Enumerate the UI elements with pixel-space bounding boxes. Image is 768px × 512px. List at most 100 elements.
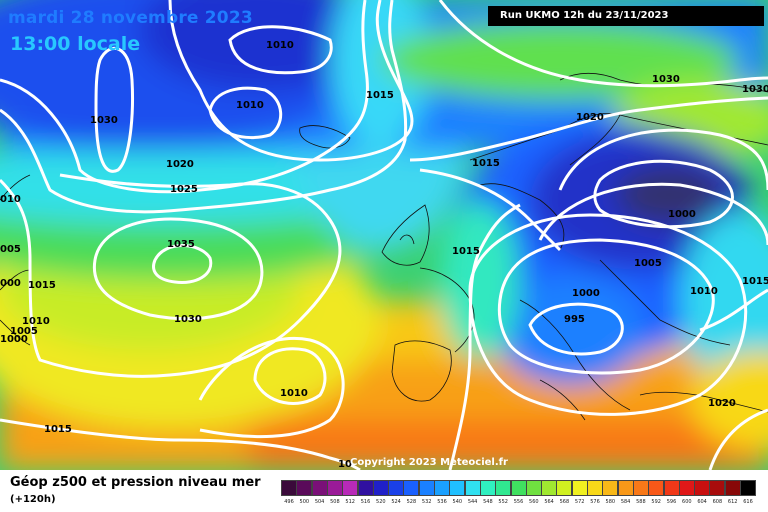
legend-swatch [418, 480, 435, 496]
legend-label: 608 [712, 499, 723, 505]
legend-swatch [388, 480, 405, 496]
legend-label: 588 [636, 499, 646, 505]
legend-label: 496 [284, 499, 294, 505]
isobar-label: 1035 [167, 239, 195, 250]
legend-swatch [740, 480, 756, 496]
legend-swatch [648, 480, 665, 496]
isobar-label: 1010 [22, 316, 50, 327]
legend-swatch [525, 480, 542, 496]
isobar-label: 1015 [28, 280, 56, 291]
isobar-label: 1030 [174, 314, 202, 325]
forecast-date: mardi 28 novembre 2023 [8, 8, 253, 28]
isobar-label: 1020 [708, 398, 736, 409]
isobar-label: 1010 [690, 286, 718, 297]
map-panel: 1010 1010 1030 1015 1020 1025 010 1035 0… [0, 0, 768, 470]
legend-label: 552 [498, 499, 508, 505]
isobar-label: 1010 [266, 40, 294, 51]
legend-swatch [678, 480, 695, 496]
isobar-label: 1015 [472, 158, 500, 169]
legend-swatch [724, 480, 741, 496]
legend-swatch [296, 480, 313, 496]
legend-label: 540 [452, 499, 463, 505]
map-caption: Géop z500 et pression niveau mer [10, 475, 261, 490]
legend-label: 508 [330, 499, 340, 505]
isobar-label: 1005 [634, 258, 662, 269]
legend-label: 504 [314, 499, 325, 505]
isobar-label: 1015 [452, 246, 480, 257]
isobar-label: 010 [0, 194, 21, 205]
isobar-label: 1010 [236, 100, 264, 111]
legend-label: 600 [682, 499, 692, 505]
isobar-label: 1020 [576, 112, 604, 123]
legend-swatch [663, 480, 680, 496]
legend-label: 512 [345, 499, 355, 505]
isobar-label: 1015 [366, 90, 394, 101]
legend-label: 520 [376, 499, 386, 505]
footer: Géop z500 et pression niveau mer (+120h)… [0, 470, 768, 512]
legend-swatch [571, 480, 588, 496]
forecast-time: 13:00 locale [10, 33, 141, 55]
run-info-box: Run UKMO 12h du 23/11/2023 [488, 6, 764, 26]
legend-swatch [326, 480, 343, 496]
isobar-label: 1025 [170, 184, 198, 195]
geopotential-map: 1010 1010 1030 1015 1020 1025 010 1035 0… [0, 0, 768, 470]
legend-label: 516 [360, 499, 371, 505]
legend-label: 612 [727, 499, 738, 505]
isobar-label: 1005 [10, 326, 38, 337]
isobar-label: 1020 [166, 159, 194, 170]
legend-swatch [342, 480, 359, 496]
isobar-label: 1015 [742, 276, 768, 287]
legend-label: 592 [651, 499, 661, 505]
legend-label: 500 [299, 499, 310, 505]
legend-swatch [449, 480, 466, 496]
legend-swatch [587, 480, 603, 496]
copyright-notice: Copyright 2023 Meteociel.fr [350, 457, 508, 468]
lead-time: (+120h) [10, 494, 56, 505]
legend-label: 528 [406, 499, 417, 505]
legend-label: 572 [574, 499, 585, 505]
isobar-label: 1010 [280, 388, 308, 399]
z500-color-field [0, 0, 768, 470]
legend-label: 560 [529, 499, 539, 505]
isobar-label: 10 [338, 459, 352, 470]
isobar-label: 1000 [668, 209, 696, 220]
legend-label: 524 [391, 499, 401, 505]
legend-label: 536 [437, 499, 447, 505]
legend-swatch [709, 480, 726, 496]
legend-swatch [617, 480, 634, 496]
isobar-label: 1030 [652, 74, 680, 85]
isobars [0, 0, 768, 470]
pressure-labels: 1010 1010 1030 1015 1020 1025 010 1035 0… [0, 40, 768, 470]
legend-label: 616 [743, 499, 753, 505]
legend-label: 556 [513, 499, 524, 505]
color-legend: 496 500 504 508 512 516 520 524 528 532 536 540 544 5… [281, 480, 756, 510]
legend-swatch [281, 480, 297, 496]
legend-swatch [372, 480, 389, 496]
legend-label: 584 [620, 499, 631, 505]
legend-swatch [495, 480, 512, 496]
legend-swatch [311, 480, 328, 496]
isobar-label: 1030 [90, 115, 118, 126]
legend-swatch [479, 480, 496, 496]
legend-label: 544 [467, 499, 478, 505]
legend-swatch [434, 480, 450, 496]
isobar-label: 005 [0, 244, 21, 255]
isobar-label: 1030 [742, 84, 768, 95]
legend-label: 580 [605, 499, 616, 505]
legend-swatch [357, 480, 374, 496]
legend-swatch [510, 480, 527, 496]
isobar-label: 1015 [44, 424, 72, 435]
legend-swatch [632, 480, 649, 496]
legend-label: 596 [666, 499, 677, 505]
legend-label: 568 [559, 499, 570, 505]
legend-swatch [694, 480, 711, 496]
legend-swatch [403, 480, 420, 496]
legend-label: 564 [544, 499, 554, 505]
legend-swatch [541, 480, 558, 496]
isobar-label: 1000 [572, 288, 600, 299]
legend-swatch [602, 480, 619, 496]
legend-swatch [556, 480, 573, 496]
isobar-label: 995 [564, 314, 585, 325]
legend-label: 532 [421, 499, 432, 505]
isobar-label: 1000 [0, 334, 28, 345]
